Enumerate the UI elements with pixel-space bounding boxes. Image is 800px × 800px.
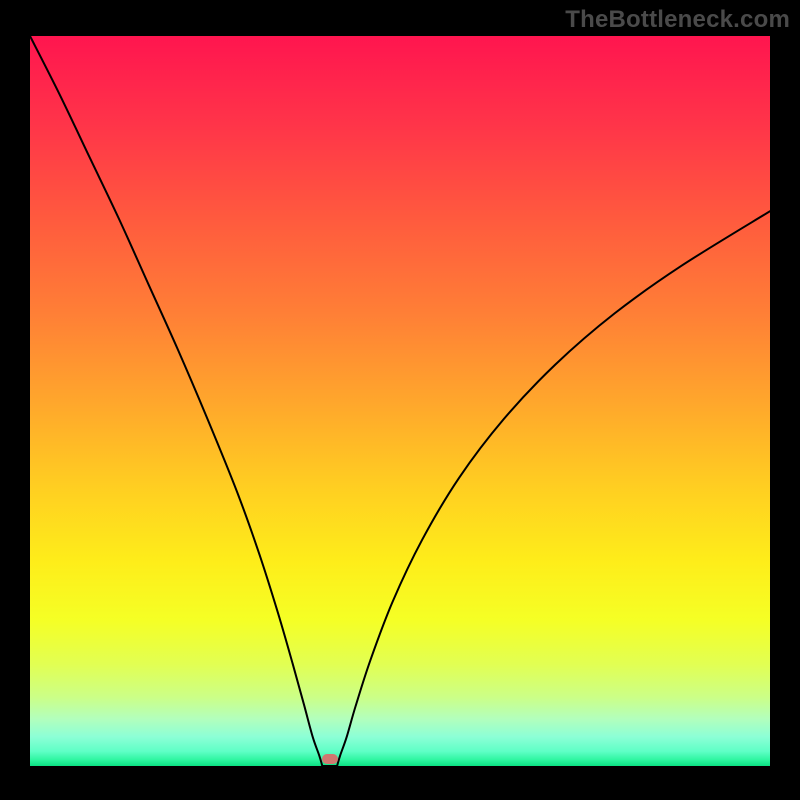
bottleneck-chart — [30, 36, 770, 766]
minimum-marker — [322, 754, 338, 764]
chart-frame: TheBottleneck.com — [0, 0, 800, 800]
chart-background — [30, 36, 770, 766]
watermark-text: TheBottleneck.com — [565, 6, 790, 34]
